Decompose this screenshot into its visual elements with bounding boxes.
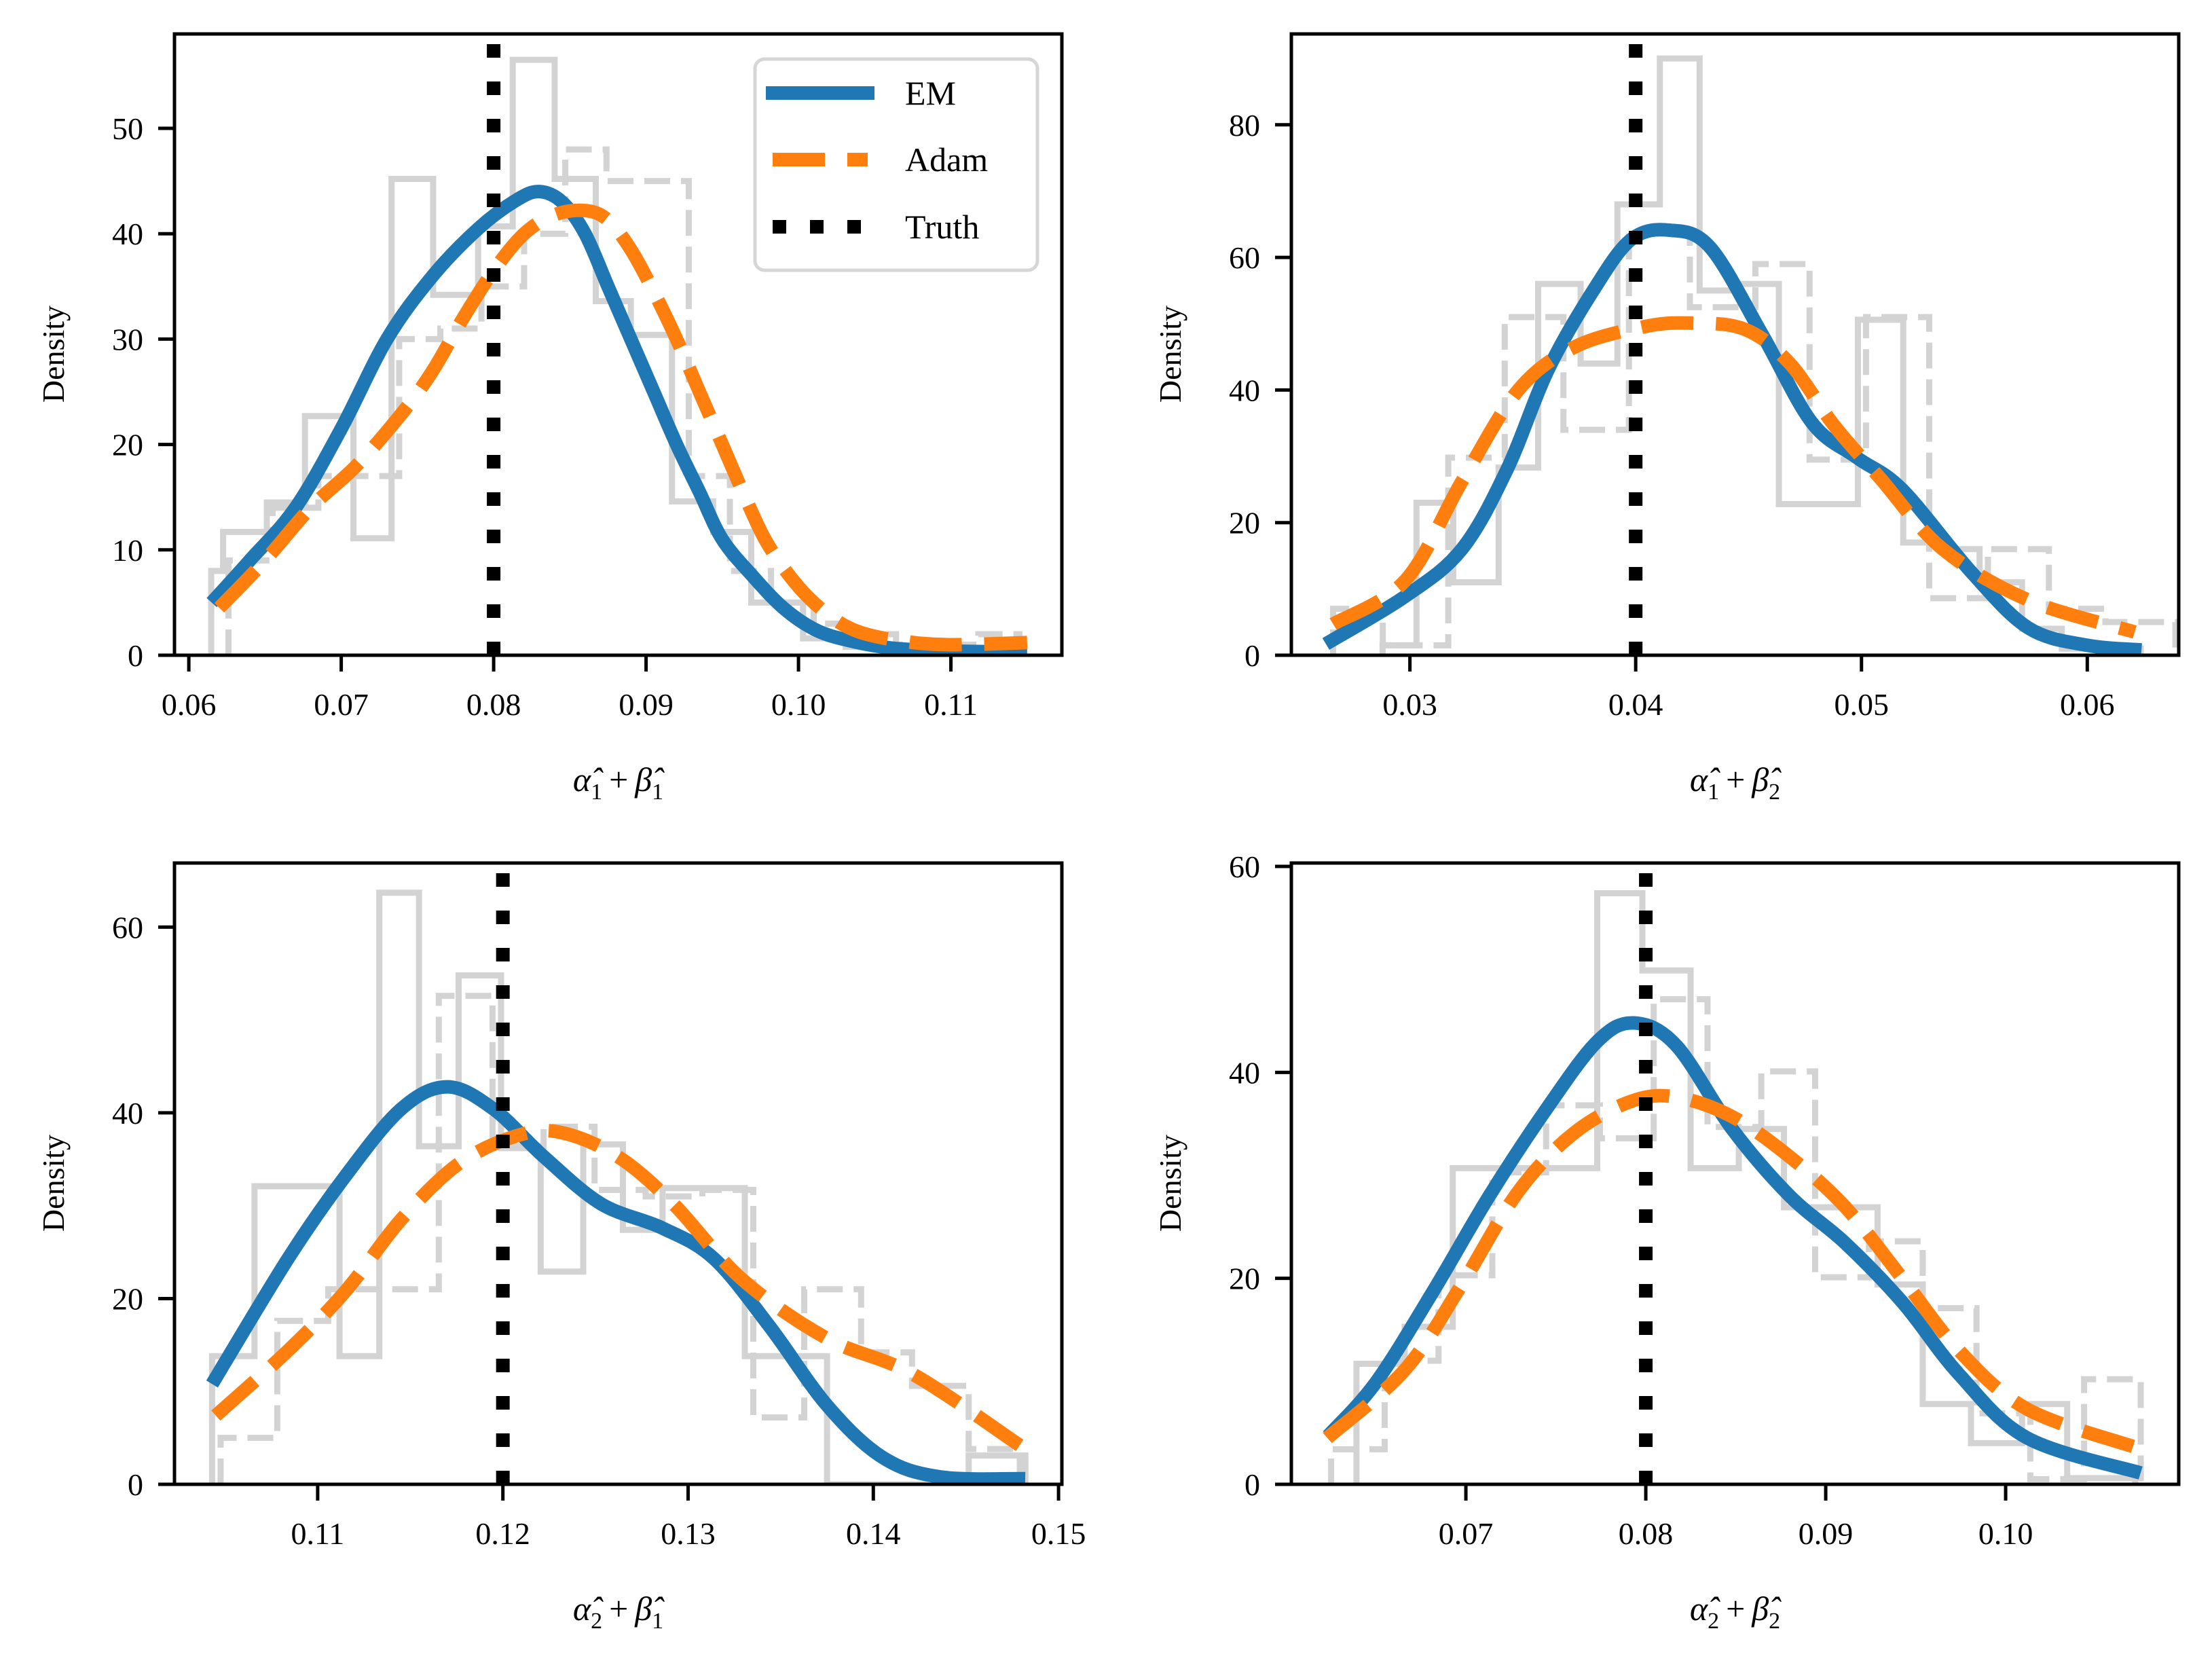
y-tick-label: 0 <box>1245 638 1260 673</box>
series-line-em <box>206 185 1027 655</box>
histogram-em <box>1379 55 2144 655</box>
y-tick-label: 60 <box>1229 240 1260 275</box>
x-tick-label: 0.09 <box>619 687 674 722</box>
y-tick-label: 20 <box>1229 506 1260 540</box>
axes-frame <box>172 32 1064 657</box>
y-tick-label: 30 <box>112 322 143 356</box>
plot-area <box>206 868 1029 1484</box>
x-label-alpha-subscript: 2 <box>1708 1609 1719 1634</box>
legend: EM Adam Truth <box>753 57 1039 272</box>
y-tick-label: 20 <box>1229 1262 1260 1296</box>
y-tick-label: 10 <box>112 533 143 568</box>
x-label-alpha-subscript: 2 <box>591 1609 602 1634</box>
x-label-plus: + <box>1726 760 1745 799</box>
x-label-plus: + <box>609 760 628 799</box>
axes-frame <box>172 861 1064 1486</box>
x-label-plus: + <box>609 1590 628 1628</box>
x-tick-label: 0.07 <box>314 687 369 722</box>
x-tick-label: 0.03 <box>1382 687 1437 722</box>
axes-frame <box>1289 861 2181 1486</box>
x-tick-label: 0.06 <box>2060 687 2115 722</box>
x-tick-label: 0.12 <box>475 1516 530 1551</box>
histogram-adam <box>217 993 1023 1484</box>
x-axis-label: α̂1 + β̂2 <box>1690 760 1782 805</box>
histogram-adam <box>225 146 1023 655</box>
series-line-em <box>1322 223 2142 655</box>
x-axis-label: α̂2 + β̂2 <box>1690 1590 1782 1634</box>
x-label-beta-subscript: 1 <box>652 780 663 805</box>
y-axis-label: Density <box>36 1135 71 1232</box>
series-line-adam <box>1323 1088 2138 1454</box>
y-tick-label: 40 <box>1229 373 1260 407</box>
y-tick-label: 0 <box>128 638 143 673</box>
x-tick-label: 0.07 <box>1439 1516 1494 1551</box>
y-axis-label: Density <box>36 306 71 403</box>
histogram-em <box>1353 889 2139 1484</box>
panel-top-left: 0.06 0.07 0.08 0.09 0.10 0.11 0 10 20 30 40 50 Densi… <box>36 32 1064 805</box>
x-tick-label: 0.13 <box>661 1516 716 1551</box>
histogram-adam <box>1330 230 2179 655</box>
plot-area <box>206 39 1028 655</box>
series-line-em <box>206 1080 1026 1484</box>
legend-truth-label: Truth <box>905 208 979 246</box>
y-tick-label: 50 <box>112 111 143 146</box>
y-tick-label: 40 <box>112 1096 143 1131</box>
y-tick-label: 60 <box>1229 849 1260 884</box>
y-tick-label: 60 <box>112 910 143 944</box>
x-tick-label: 0.09 <box>1799 1516 1854 1551</box>
x-tick-label: 0.10 <box>771 687 826 722</box>
series-line-adam <box>211 1124 1024 1451</box>
axes-frame <box>1289 32 2181 657</box>
y-tick-label: 20 <box>112 428 143 462</box>
x-tick-label: 0.05 <box>1834 687 1889 722</box>
x-axis-label: α̂1 + β̂1 <box>573 760 665 805</box>
x-label-beta-subscript: 2 <box>1769 780 1780 805</box>
x-tick-label: 0.06 <box>162 687 217 722</box>
series-line-adam <box>1329 316 2137 639</box>
series-line-adam <box>214 203 1028 652</box>
y-tick-label: 40 <box>112 217 143 251</box>
y-axis-label: Density <box>1153 1135 1187 1232</box>
x-label-beta-subscript: 2 <box>1769 1609 1780 1634</box>
legend-box <box>753 57 1039 272</box>
x-tick-label: 0.14 <box>846 1516 901 1551</box>
y-tick-label: 40 <box>1229 1055 1260 1090</box>
y-tick-label: 0 <box>1245 1467 1260 1502</box>
x-tick-label: 0.11 <box>291 1516 344 1551</box>
x-tick-label: 0.04 <box>1608 687 1663 722</box>
plot-area <box>1322 39 2179 655</box>
x-label-plus: + <box>1726 1590 1745 1628</box>
x-tick-label: 0.11 <box>924 687 978 722</box>
y-axis-label: Density <box>1153 306 1187 403</box>
y-tick-label: 80 <box>1229 108 1260 143</box>
y-tick-label: 0 <box>128 1467 143 1502</box>
x-label-beta-subscript: 1 <box>652 1609 663 1634</box>
legend-adam-label: Adam <box>905 141 988 179</box>
plot-area <box>1323 868 2144 1484</box>
legend-em-label: EM <box>905 74 956 112</box>
y-tick-label: 20 <box>112 1281 143 1316</box>
x-label-alpha-subscript: 1 <box>1708 780 1719 805</box>
x-axis-label: α̂2 + β̂1 <box>573 1590 665 1634</box>
x-tick-label: 0.08 <box>1619 1516 1674 1551</box>
x-tick-label: 0.15 <box>1031 1516 1086 1551</box>
x-tick-label: 0.10 <box>1978 1516 2033 1551</box>
series-line-em <box>1323 1016 2143 1480</box>
x-label-alpha-subscript: 1 <box>591 780 602 805</box>
histogram-em <box>208 889 1029 1484</box>
x-tick-label: 0.08 <box>466 687 521 722</box>
